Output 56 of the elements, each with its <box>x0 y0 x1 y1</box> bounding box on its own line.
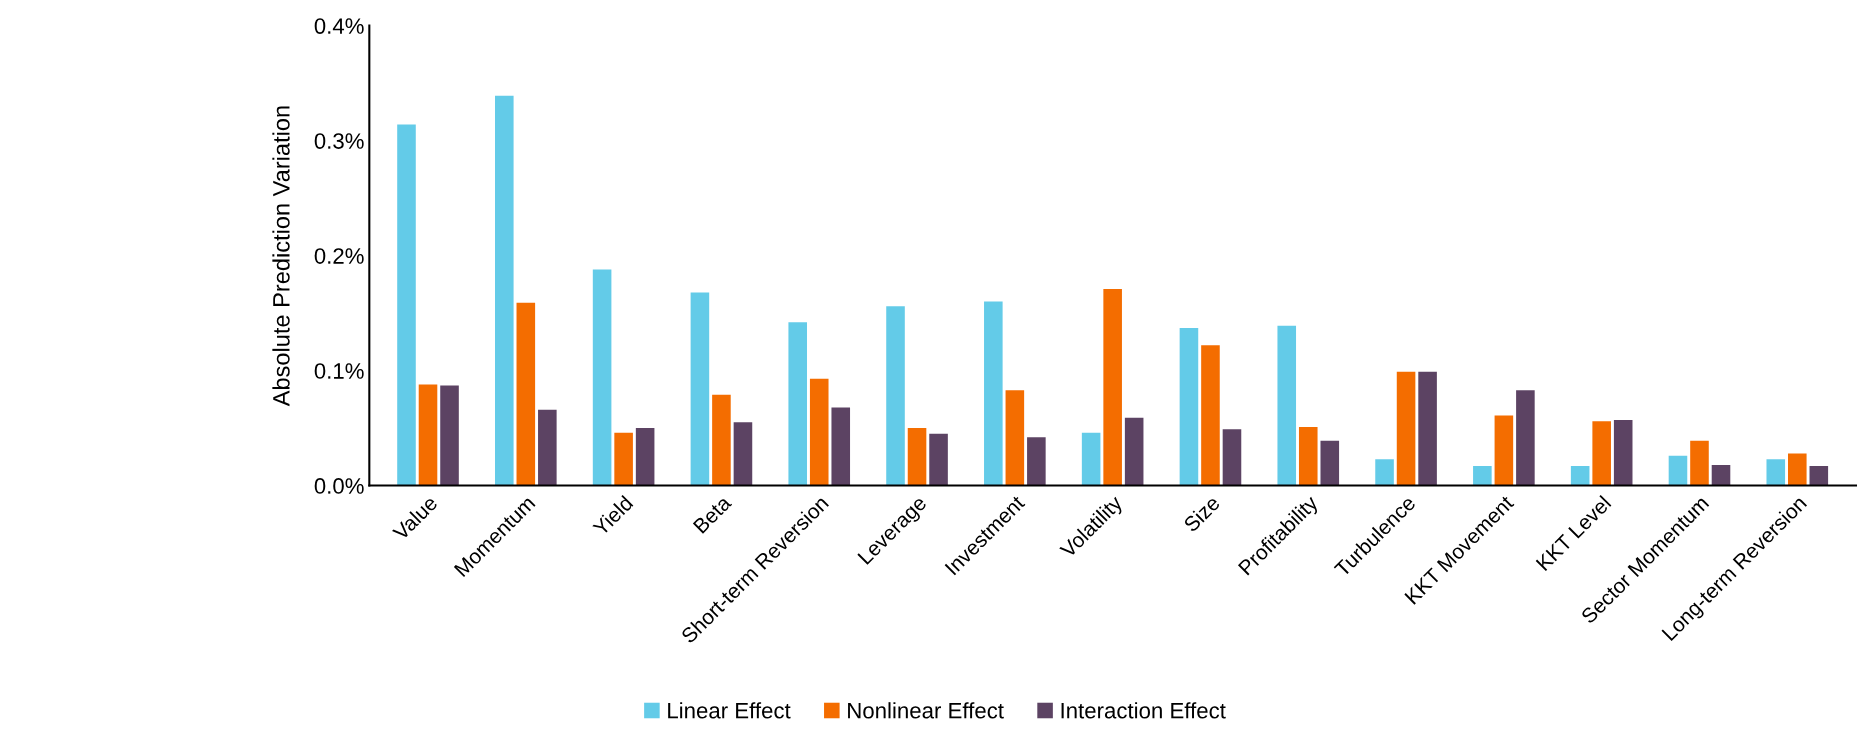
bar <box>1222 429 1242 486</box>
bar <box>1690 440 1709 486</box>
bar <box>614 432 633 486</box>
bar <box>907 428 927 486</box>
bar <box>397 124 416 486</box>
bar <box>1494 415 1514 486</box>
bar <box>1668 455 1688 486</box>
y-tick-label: 0.0% <box>314 478 364 494</box>
bar <box>1613 420 1633 486</box>
y-axis-title: Absolute Prediction Variation <box>272 106 290 407</box>
bar <box>418 384 438 486</box>
y-tick-label: 0.4% <box>314 18 364 34</box>
bar <box>1396 371 1416 486</box>
bar <box>1418 371 1437 486</box>
bar <box>538 409 557 486</box>
legend-label: Linear Effect <box>668 702 791 719</box>
bar <box>1320 440 1340 486</box>
bar <box>1005 390 1025 486</box>
bar <box>831 407 851 486</box>
bar <box>1473 466 1492 486</box>
bar <box>1103 288 1122 486</box>
bar <box>1081 432 1101 486</box>
bar <box>1277 325 1297 486</box>
legend-label: Interaction Effect <box>1061 702 1226 719</box>
bar <box>1766 459 1786 486</box>
bar <box>1711 464 1731 486</box>
bar <box>984 301 1003 486</box>
y-tick-label: 0.2% <box>314 248 364 264</box>
bar <box>1809 466 1829 486</box>
bar <box>1788 453 1807 486</box>
x-tick-label: Beta <box>692 494 733 534</box>
bar <box>929 433 948 486</box>
bar <box>495 95 514 486</box>
bar <box>1179 328 1199 486</box>
bar <box>1592 421 1611 486</box>
bar <box>1375 459 1394 486</box>
y-tick-label: 0.1% <box>314 363 364 379</box>
legend-label: Nonlinear Effect <box>848 702 1004 719</box>
bar <box>1298 426 1318 486</box>
bar <box>1027 437 1046 486</box>
bar <box>1570 466 1590 486</box>
bar <box>1124 417 1144 486</box>
bar <box>592 269 612 486</box>
bar <box>809 378 829 486</box>
y-tick-label: 0.3% <box>314 133 364 149</box>
bar <box>1516 390 1535 486</box>
bar <box>690 292 710 486</box>
x-tick-label: Size <box>1182 494 1221 533</box>
bar <box>440 385 459 486</box>
bar <box>635 428 655 486</box>
bar <box>712 394 731 486</box>
bar <box>733 422 753 486</box>
bar <box>1201 345 1220 486</box>
bar <box>516 302 536 486</box>
bar <box>788 322 808 486</box>
bar <box>886 306 905 486</box>
